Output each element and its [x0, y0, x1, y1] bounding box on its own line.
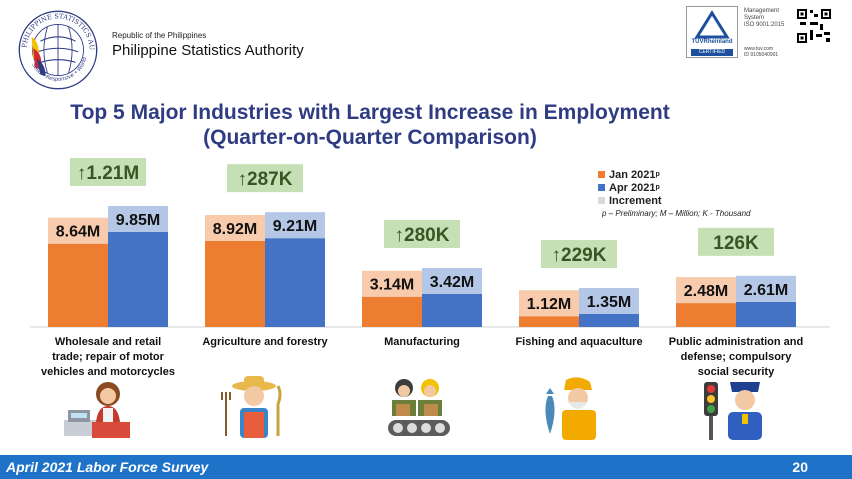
bar-apr-0	[108, 232, 168, 327]
tuv-brand: TÜVRheinland	[691, 39, 733, 45]
bar-jan-3	[519, 316, 579, 327]
bar-jan-1	[205, 240, 265, 327]
legend-label-increment: Increment	[609, 194, 662, 207]
increment-box-0	[70, 158, 146, 186]
category-label-line: Public administration and	[668, 336, 804, 348]
fisherman-icon	[545, 377, 596, 440]
data-label-jan-0: 8.64M	[56, 224, 100, 241]
bar-label-bg-apr-4	[736, 275, 796, 302]
category-label-line: defense; compulsory	[680, 351, 792, 363]
data-label-jan-2: 3.14M	[370, 277, 414, 294]
legend-item-jan: Jan 2021 P	[598, 168, 751, 181]
increment-label-3: ↑229K	[552, 245, 607, 266]
farmer-icon	[221, 376, 282, 438]
category-label-line: Wholesale and retail	[54, 336, 162, 348]
increment-box-3	[541, 239, 617, 268]
bar-label-bg-jan-4	[676, 277, 736, 304]
cert-id: ID 9105040901	[744, 52, 779, 58]
increment-box-4	[698, 227, 774, 256]
certified-badge: CERTIFIED	[698, 49, 726, 55]
increment-label-4: 126K	[713, 233, 759, 254]
increment-box-1	[227, 164, 303, 193]
psa-seal-logo: PHILIPPINE STATISTICS AUTHORITY Solid • …	[14, 6, 98, 90]
category-label-line: Fishing and aquaculture	[515, 336, 643, 348]
bar-jan-0	[48, 243, 108, 327]
cert-line-2: System	[744, 15, 765, 21]
bar-label-bg-jan-2	[362, 270, 422, 297]
increment-label-0: ↑1.21M	[77, 163, 139, 184]
category-label-line: Manufacturing	[384, 336, 460, 348]
legend-swatch-jan	[598, 171, 605, 178]
legend-item-apr: Apr 2021 P	[598, 181, 751, 194]
increment-box-2	[384, 220, 460, 249]
republic-label: Republic of the Philippines	[112, 31, 207, 40]
factory-workers-icon	[388, 379, 450, 436]
data-label-jan-3: 1.12M	[527, 296, 571, 313]
bar-label-bg-jan-1	[205, 214, 265, 241]
chart-title: Top 5 Major Industries with Largest Incr…	[0, 100, 740, 150]
bar-apr-3	[579, 313, 639, 327]
tuv-triangle-icon	[687, 10, 737, 56]
tuv-logo: TÜVRheinland CERTIFIED	[686, 6, 738, 58]
data-label-jan-1: 8.92M	[213, 221, 257, 238]
agency-name: Philippine Statistics Authority	[112, 42, 304, 59]
title-line-2: (Quarter-on-Quarter Comparison)	[203, 126, 537, 149]
data-label-apr-0: 9.85M	[116, 212, 160, 229]
footer: April 2021 Labor Force Survey 20	[0, 455, 852, 479]
category-label-3: Fishing and aquaculture	[494, 335, 664, 350]
legend-swatch-increment	[598, 197, 605, 204]
bar-jan-4	[676, 303, 736, 327]
bar-label-bg-apr-2	[422, 268, 482, 295]
legend-label-apr: Apr 2021	[609, 181, 656, 194]
cashier-icon	[64, 382, 130, 438]
bar-apr-1	[265, 238, 325, 327]
police-officer-icon	[704, 382, 762, 440]
increment-label-1: ↑287K	[238, 169, 293, 190]
bar-chart: 8.64M 9.85M ↑1.21M 8.92M 9.21M ↑287K 3.14M 3.42…	[30, 158, 830, 328]
survey-name: April 2021 Labor Force Survey	[6, 459, 209, 475]
category-label-4: Public administration and defense; compul…	[651, 335, 821, 380]
legend-note: p – Preliminary; M – Million; K - Thousa…	[602, 209, 751, 218]
bar-label-bg-jan-3	[519, 290, 579, 317]
category-label-line: Agriculture and forestry	[202, 336, 328, 348]
bar-label-bg-apr-0	[108, 206, 168, 232]
title-line-1: Top 5 Major Industries with Largest Incr…	[70, 101, 670, 124]
bar-apr-4	[736, 301, 796, 327]
category-label-0: Wholesale and retail trade; repair of mot…	[23, 335, 193, 380]
category-label-1: Agriculture and forestry	[180, 335, 350, 350]
bar-label-bg-apr-1	[265, 212, 325, 239]
category-label-2: Manufacturing	[337, 335, 507, 350]
iso-text: Management System ISO 9001:2015	[744, 8, 784, 29]
bar-label-bg-apr-3	[579, 287, 639, 314]
increment-label-2: ↑280K	[395, 225, 450, 246]
page-number: 20	[792, 459, 808, 475]
iso-certification: TÜVRheinland CERTIFIED Management System…	[686, 6, 834, 60]
legend-swatch-apr	[598, 184, 605, 191]
bar-label-bg-jan-0	[48, 217, 108, 244]
cert-id-text: www.tuv.com ID 9105040901	[744, 46, 778, 58]
header: PHILIPPINE STATISTICS AUTHORITY Solid • …	[0, 0, 852, 90]
bar-apr-2	[422, 294, 482, 327]
legend: Jan 2021 P Apr 2021 P Increment p – Prelim…	[598, 168, 751, 218]
data-label-apr-1: 9.21M	[273, 218, 317, 235]
cert-url: www.tuv.com	[744, 46, 774, 52]
qr-code-icon	[796, 8, 832, 44]
data-label-apr-3: 1.35M	[587, 294, 631, 311]
data-label-apr-2: 3.42M	[430, 274, 474, 291]
legend-sup-jan: P	[655, 171, 660, 178]
bar-jan-2	[362, 296, 422, 327]
cert-line-3: ISO 9001:2015	[744, 22, 785, 28]
data-label-apr-4: 2.61M	[744, 282, 788, 299]
legend-label-jan: Jan 2021	[609, 168, 656, 181]
legend-item-increment: Increment	[598, 194, 751, 207]
data-label-jan-4: 2.48M	[684, 283, 728, 300]
legend-sup-apr: P	[655, 184, 660, 191]
category-label-line: vehicles and motorcycles	[41, 366, 175, 378]
cert-line-1: Management	[744, 8, 780, 14]
category-label-line: social security	[697, 366, 775, 378]
category-label-line: trade; repair of motor	[52, 351, 164, 363]
